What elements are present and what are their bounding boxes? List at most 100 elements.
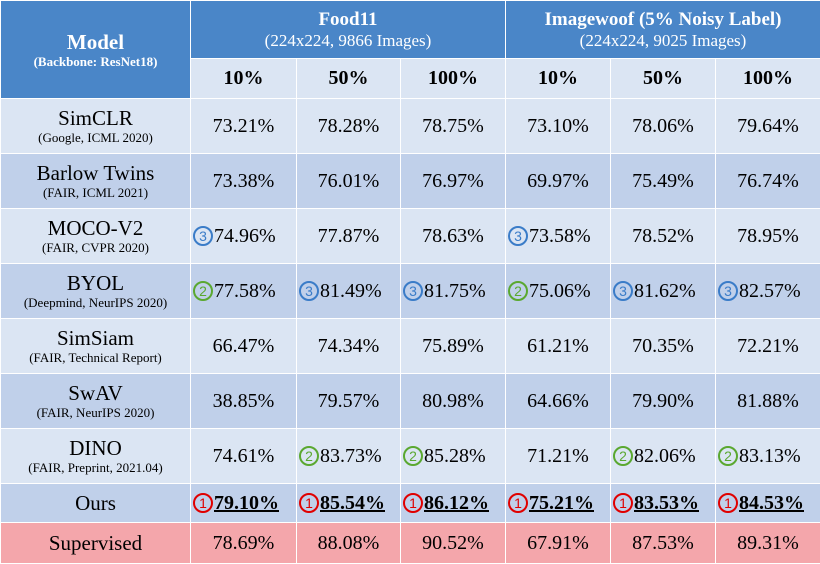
accuracy-value: 78.95% xyxy=(737,225,799,248)
accuracy-value: 79.64% xyxy=(737,115,799,138)
accuracy-value: 75.89% xyxy=(422,335,484,358)
accuracy-value: 74.61% xyxy=(213,445,275,468)
value-cell: 80.98% xyxy=(401,374,506,429)
model-name-cell: Supervised xyxy=(1,523,191,564)
model-citation: (FAIR, NeurIPS 2020) xyxy=(1,405,190,421)
value-cell: 79.90% xyxy=(611,374,716,429)
pct-header: 50% xyxy=(297,59,401,99)
value-cell: 74.34% xyxy=(297,319,401,374)
model-name: SimCLR xyxy=(1,106,190,130)
value-cell: 87.53% xyxy=(611,523,716,564)
accuracy-value: 86.12% xyxy=(424,492,489,515)
model-name: SwAV xyxy=(1,381,190,405)
value-cell: 79.57% xyxy=(297,374,401,429)
accuracy-value: 77.87% xyxy=(318,225,380,248)
value-cell: 76.01% xyxy=(297,154,401,209)
accuracy-value: 79.10% xyxy=(214,492,279,515)
accuracy-value: 84.53% xyxy=(739,492,804,515)
model-name: Ours xyxy=(1,491,190,515)
value-cell: 72.21% xyxy=(716,319,820,374)
accuracy-value: 64.66% xyxy=(527,390,589,413)
accuracy-value: 78.28% xyxy=(318,115,380,138)
accuracy-value: 38.85% xyxy=(213,390,275,413)
accuracy-value: 82.57% xyxy=(739,280,801,303)
accuracy-value: 61.21% xyxy=(527,335,589,358)
value-cell: 71.21% xyxy=(506,429,611,484)
table-row: SimCLR(Google, ICML 2020)73.21%78.28%78.… xyxy=(1,99,820,154)
rank-3-icon: 3 xyxy=(193,226,213,246)
model-name-cell: Barlow Twins(FAIR, ICML 2021) xyxy=(1,154,191,209)
value-cell: 78.69% xyxy=(191,523,297,564)
value-cell: 78.28% xyxy=(297,99,401,154)
model-name-cell: SwAV(FAIR, NeurIPS 2020) xyxy=(1,374,191,429)
model-name: SimSiam xyxy=(1,326,190,350)
food11-title: Food11 xyxy=(191,9,505,31)
accuracy-value: 67.91% xyxy=(527,532,589,555)
value-cell: 73.21% xyxy=(191,99,297,154)
value-cell: 38.85% xyxy=(191,374,297,429)
accuracy-value: 69.97% xyxy=(527,170,589,193)
table-row: SimSiam(FAIR, Technical Report)66.47%74.… xyxy=(1,319,820,374)
rank-3-icon: 3 xyxy=(613,281,633,301)
model-name: MOCO-V2 xyxy=(1,216,190,240)
value-cell: 75.49% xyxy=(611,154,716,209)
value-cell: 89.31% xyxy=(716,523,820,564)
value-cell: 79.64% xyxy=(716,99,820,154)
accuracy-value: 78.69% xyxy=(213,532,275,555)
imagewoof-header: Imagewoof (5% Noisy Label) (224x224, 902… xyxy=(506,1,820,59)
value-cell: 77.87% xyxy=(297,209,401,264)
rank-3-icon: 3 xyxy=(403,281,423,301)
model-name: DINO xyxy=(1,436,190,460)
table-row: Barlow Twins(FAIR, ICML 2021) 73.38% 76.01… xyxy=(1,154,820,209)
rank-2-icon: 2 xyxy=(613,446,633,466)
value-cell: 73.10% xyxy=(506,99,611,154)
model-header-cell: Model (Backbone: ResNet18) xyxy=(1,1,191,99)
value-cell: 67.91% xyxy=(506,523,611,564)
accuracy-value: 81.62% xyxy=(634,280,696,303)
accuracy-value: 85.54% xyxy=(320,492,385,515)
accuracy-value: 72.21% xyxy=(737,335,799,358)
rank-3-icon: 3 xyxy=(508,226,528,246)
accuracy-value: 75.21% xyxy=(529,492,594,515)
value-cell: 90.52% xyxy=(401,523,506,564)
rank-1-icon: 1 xyxy=(508,493,528,513)
accuracy-value: 75.06% xyxy=(529,280,591,303)
food11-subtitle: (224x224, 9866 Images) xyxy=(191,31,505,51)
accuracy-value: 71.21% xyxy=(527,445,589,468)
accuracy-value: 76.97% xyxy=(422,170,484,193)
imagewoof-subtitle: (224x224, 9025 Images) xyxy=(506,31,820,51)
value-cell: 78.52% xyxy=(611,209,716,264)
value-cell: 69.97% xyxy=(506,154,611,209)
model-name-cell: DINO(FAIR, Preprint, 2021.04) xyxy=(1,429,191,484)
rank-2-icon: 2 xyxy=(508,281,528,301)
accuracy-value: 78.52% xyxy=(632,225,694,248)
pct-header: 100% xyxy=(401,59,506,99)
pct-header: 100% xyxy=(716,59,820,99)
value-cell: 70.35% xyxy=(611,319,716,374)
rank-2-icon: 2 xyxy=(718,446,738,466)
value-cell: 64.66% xyxy=(506,374,611,429)
accuracy-value: 83.13% xyxy=(739,445,801,468)
accuracy-value: 73.58% xyxy=(529,225,591,248)
rank-1-icon: 1 xyxy=(403,493,423,513)
value-cell: 61.21% xyxy=(506,319,611,374)
pct-header: 50% xyxy=(611,59,716,99)
rank-1-icon: 1 xyxy=(613,493,633,513)
accuracy-value: 70.35% xyxy=(632,335,694,358)
rank-2-icon: 2 xyxy=(299,446,319,466)
accuracy-value: 90.52% xyxy=(422,532,484,555)
accuracy-value: 83.73% xyxy=(320,445,382,468)
accuracy-value: 73.38% xyxy=(213,170,275,193)
model-name-cell: SimSiam(FAIR, Technical Report) xyxy=(1,319,191,374)
model-header-subtitle: (Backbone: ResNet18) xyxy=(1,54,190,70)
